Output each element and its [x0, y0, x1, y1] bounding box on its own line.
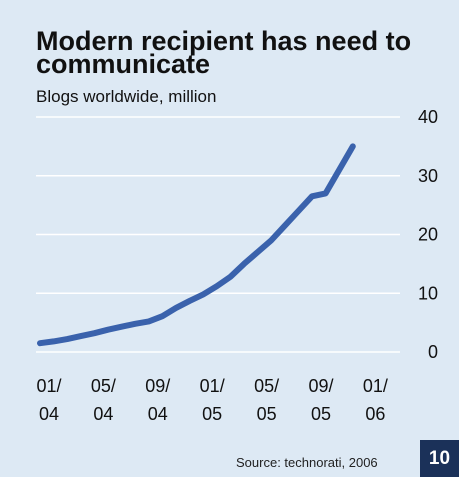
x-tick-label-line2: 04	[39, 404, 59, 424]
x-tick-label-line1: 05/	[254, 376, 279, 396]
x-tick-label: 05/04	[91, 376, 116, 424]
x-tick-label-line1: 09/	[145, 376, 170, 396]
x-tick-label: 01/05	[200, 376, 225, 424]
page-number-badge: 10	[420, 440, 459, 477]
chart-title: Modern recipient has need to communicate	[36, 26, 412, 79]
x-tick-label-line2: 04	[148, 404, 168, 424]
source-note: Source: technorati, 2006	[236, 455, 378, 470]
series-layer	[37, 143, 356, 347]
x-tick-label-line2: 06	[365, 404, 385, 424]
y-tick-label: 10	[418, 283, 438, 303]
series-line-blogs	[37, 143, 356, 347]
x-tick-label: 05/05	[254, 376, 279, 424]
x-tick-label-line2: 05	[257, 404, 277, 424]
x-tick-label: 09/04	[145, 376, 170, 424]
x-tick-label: 01/06	[363, 376, 388, 424]
x-tick-label-line1: 01/	[363, 376, 388, 396]
y-tick-label: 40	[418, 107, 438, 127]
y-axis-ticks: 0 10 20 30 40	[418, 107, 438, 362]
x-tick-label-line2: 04	[93, 404, 113, 424]
x-tick-label-line2: 05	[311, 404, 331, 424]
x-tick-label-line1: 09/	[308, 376, 333, 396]
y-tick-label: 0	[428, 342, 438, 362]
y-tick-label: 20	[418, 225, 438, 245]
x-tick-label-line1: 01/	[36, 376, 61, 396]
chart-subtitle: Blogs worldwide, million	[36, 87, 217, 106]
x-tick-label: 09/05	[308, 376, 333, 424]
x-tick-label-line2: 05	[202, 404, 222, 424]
x-tick-label-line1: 01/	[200, 376, 225, 396]
y-tick-label: 30	[418, 166, 438, 186]
gridlines	[36, 116, 400, 353]
x-tick-label-line1: 05/	[91, 376, 116, 396]
x-tick-label: 01/04	[36, 376, 61, 424]
